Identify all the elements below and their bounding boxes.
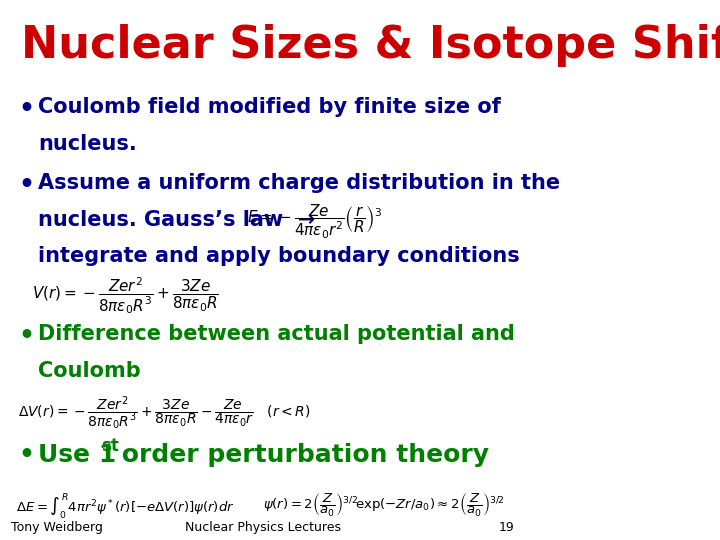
Text: 19: 19	[499, 521, 515, 534]
Text: •: •	[19, 324, 35, 348]
Text: $\Delta E = \int_0^R 4\pi r^2 \psi^*(r)[-e\Delta V(r)]\psi(r)dr$: $\Delta E = \int_0^R 4\pi r^2 \psi^*(r)[…	[16, 491, 235, 521]
Text: Nuclear Sizes & Isotope Shift: Nuclear Sizes & Isotope Shift	[21, 24, 720, 68]
Text: $\Delta V(r) = -\dfrac{Zer^2}{8\pi\varepsilon_0 R^3} + \dfrac{3Ze}{8\pi\varepsil: $\Delta V(r) = -\dfrac{Zer^2}{8\pi\varep…	[19, 394, 311, 432]
Text: order perturbation theory: order perturbation theory	[113, 443, 489, 467]
Text: integrate and apply boundary conditions: integrate and apply boundary conditions	[38, 246, 520, 266]
Text: Assume a uniform charge distribution in the: Assume a uniform charge distribution in …	[38, 173, 560, 193]
Text: $V(r) = -\dfrac{Zer^2}{8\pi\varepsilon_0 R^3} + \dfrac{3Ze}{8\pi\varepsilon_0 R}: $V(r) = -\dfrac{Zer^2}{8\pi\varepsilon_0…	[32, 275, 218, 316]
Text: Coulomb: Coulomb	[38, 361, 140, 381]
Text: Nuclear Physics Lectures: Nuclear Physics Lectures	[184, 521, 341, 534]
Text: Coulomb field modified by finite size of: Coulomb field modified by finite size of	[38, 97, 500, 117]
Text: st: st	[101, 437, 119, 455]
Text: •: •	[19, 443, 35, 467]
Text: nucleus.: nucleus.	[38, 134, 137, 154]
Text: •: •	[19, 97, 35, 121]
Text: •: •	[19, 173, 35, 197]
Text: nucleus. Gauss’s law  →: nucleus. Gauss’s law →	[38, 210, 315, 230]
Text: Use 1: Use 1	[38, 443, 116, 467]
Text: Difference between actual potential and: Difference between actual potential and	[38, 324, 515, 344]
Text: $\psi(r) = 2\left(\dfrac{Z}{a_0}\right)^{3/2}\!\exp(-Zr/a_0) \approx 2\left(\dfr: $\psi(r) = 2\left(\dfrac{Z}{a_0}\right)^…	[263, 491, 505, 518]
Text: $E = -\dfrac{Ze}{4\pi\varepsilon_0 r^2}\left(\dfrac{r}{R}\right)^3$: $E = -\dfrac{Ze}{4\pi\varepsilon_0 r^2}\…	[247, 202, 382, 241]
Text: Tony Weidberg: Tony Weidberg	[11, 521, 102, 534]
